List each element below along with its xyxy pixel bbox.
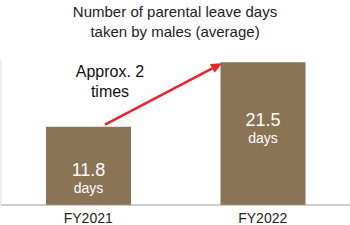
- html-text:Approx. 2 times: Approx. 2 times: [75, 63, 145, 100]
- html-text:Number of parental leave days: Number of parental leave days taken by m…: [72, 3, 278, 40]
- svg-text:days: days: [74, 180, 104, 196]
- svg-text:21.5: 21.5: [245, 110, 280, 130]
- svg-text:11.8: 11.8: [72, 160, 106, 180]
- svg-text:FY2021: FY2021: [64, 210, 113, 225]
- svg-text:days: days: [248, 130, 278, 146]
- svg-text:FY2022: FY2022: [238, 210, 287, 225]
